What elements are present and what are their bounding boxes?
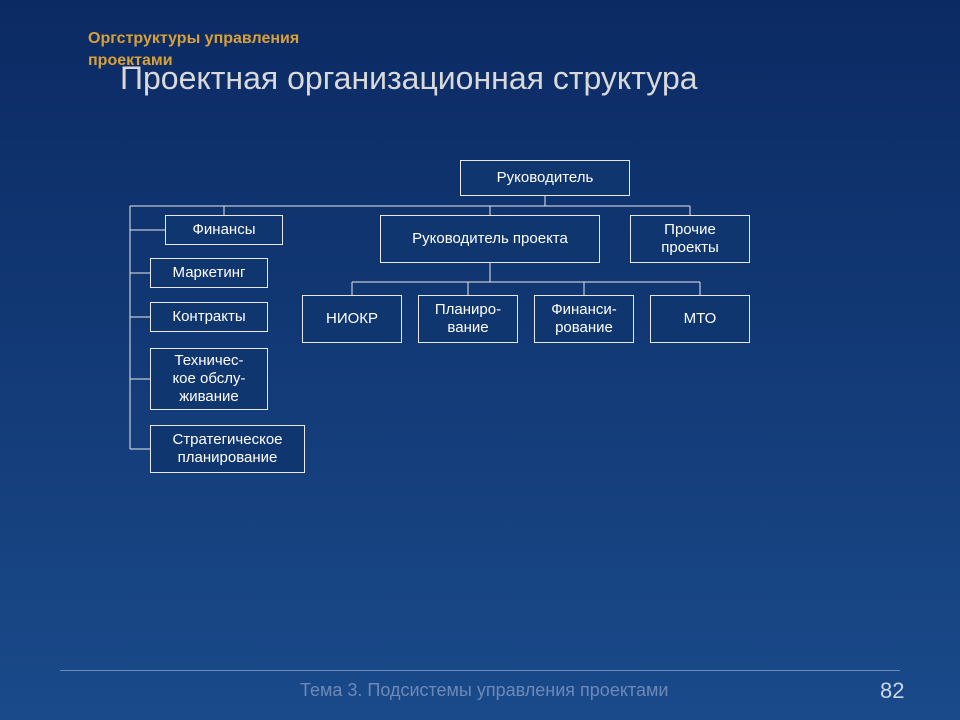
node-contracts-label: Контракты: [172, 308, 245, 326]
node-mto-label: МТО: [684, 310, 717, 328]
node-rnd: НИОКР: [302, 295, 402, 343]
node-financing-label: Финанси- рование: [551, 301, 617, 337]
node-financing: Финанси- рование: [534, 295, 634, 343]
node-techserv-label: Техничес- кое обслу- живание: [172, 352, 245, 406]
slide: Оргструктуры управления проектами Проект…: [0, 0, 960, 720]
footer-text: Тема 3. Подсистемы управления проектами: [300, 680, 668, 701]
footer-divider: [60, 670, 900, 671]
node-tech-service: Техничес- кое обслу- живание: [150, 348, 268, 410]
node-planning: Планиро- вание: [418, 295, 518, 343]
node-marketing: Маркетинг: [150, 258, 268, 288]
node-root: Руководитель: [460, 160, 630, 196]
node-pm-label: Руководитель проекта: [412, 230, 568, 248]
node-mto: МТО: [650, 295, 750, 343]
page-number: 82: [880, 678, 904, 704]
node-finance: Финансы: [165, 215, 283, 245]
node-contracts: Контракты: [150, 302, 268, 332]
node-other-label: Прочие проекты: [637, 221, 743, 257]
node-niokr-label: НИОКР: [326, 310, 378, 328]
node-strategic-planning: Стратегическое планирование: [150, 425, 305, 473]
node-marketing-label: Маркетинг: [173, 264, 246, 282]
node-finance-label: Финансы: [193, 221, 256, 239]
node-planning-label: Планиро- вание: [435, 301, 501, 337]
slide-title: Проектная организационная структура: [120, 60, 698, 97]
node-stratplan-label: Стратегическое планирование: [157, 431, 298, 467]
node-other-projects: Прочие проекты: [630, 215, 750, 263]
node-root-label: Руководитель: [497, 169, 594, 187]
node-project-manager: Руководитель проекта: [380, 215, 600, 263]
title-text: Проектная организационная структура: [120, 60, 698, 96]
connectors-layer: [0, 0, 960, 720]
